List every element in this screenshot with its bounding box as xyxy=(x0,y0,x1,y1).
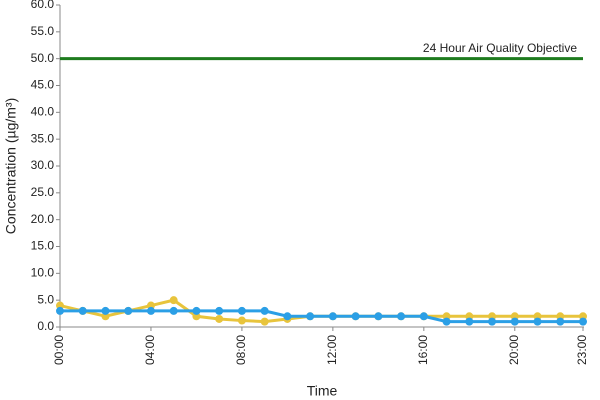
series-point xyxy=(579,317,587,326)
series-point xyxy=(146,306,155,315)
series-point xyxy=(260,306,269,315)
y-tick-label: 20.0 xyxy=(31,212,55,226)
y-tick-label: 60.0 xyxy=(31,0,55,11)
x-axis-title: Time xyxy=(307,383,338,399)
x-tick-label: 04:00 xyxy=(143,335,157,365)
series-point xyxy=(78,306,87,315)
y-tick-label: 40.0 xyxy=(31,105,55,119)
x-tick-label: 08:00 xyxy=(234,335,248,365)
series-point xyxy=(169,296,178,305)
series-point xyxy=(306,312,315,321)
y-tick-label: 25.0 xyxy=(31,185,55,199)
series-point xyxy=(283,312,292,321)
y-tick-label: 15.0 xyxy=(31,239,55,253)
series-point xyxy=(351,312,360,321)
series-point xyxy=(374,312,383,321)
series-point xyxy=(510,317,519,326)
series-point xyxy=(215,306,224,315)
y-tick-label: 45.0 xyxy=(31,78,55,92)
series-point xyxy=(556,317,565,326)
objective-label: 24 Hour Air Quality Objective xyxy=(423,41,577,55)
y-tick-label: 10.0 xyxy=(31,266,55,280)
series-point xyxy=(488,317,497,326)
series-point xyxy=(237,316,246,325)
series-point xyxy=(533,317,542,326)
y-axis-title: Concentration (µg/m³) xyxy=(3,98,19,234)
y-tick-label: 50.0 xyxy=(31,51,55,65)
series-point xyxy=(419,312,428,321)
series-point xyxy=(124,306,133,315)
x-tick-label: 00:00 xyxy=(52,335,66,365)
x-tick-label: 23:00 xyxy=(575,335,589,365)
series-point xyxy=(169,306,178,315)
series-point xyxy=(215,314,224,323)
series-point xyxy=(192,306,201,315)
y-tick-label: 35.0 xyxy=(31,131,55,145)
y-tick-label: 30.0 xyxy=(31,158,55,172)
series-point xyxy=(237,306,246,315)
series-point xyxy=(465,317,474,326)
series-point xyxy=(397,312,406,321)
x-tick-label: 20:00 xyxy=(507,335,521,365)
series-point xyxy=(101,306,110,315)
series-point xyxy=(260,317,269,326)
y-tick-label: 55.0 xyxy=(31,24,55,38)
y-tick-label: 5.0 xyxy=(37,292,54,306)
series-point xyxy=(56,306,64,315)
series-point xyxy=(328,312,337,321)
x-tick-label: 16:00 xyxy=(416,335,430,365)
series-point xyxy=(442,317,451,326)
y-tick-label: 0.0 xyxy=(37,319,54,333)
x-tick-label: 12:00 xyxy=(325,335,339,365)
